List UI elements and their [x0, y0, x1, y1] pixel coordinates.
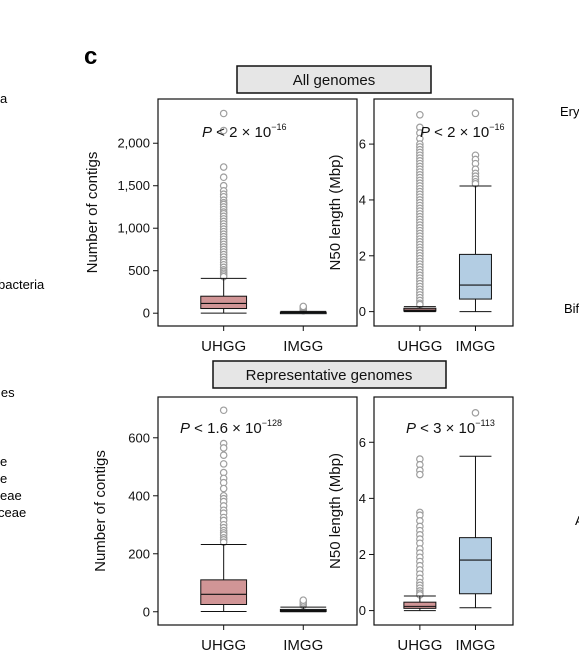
x-category-label: UHGG: [397, 637, 442, 654]
p-value-label: P < 3 × 10−113: [406, 418, 495, 437]
outlier-point: [219, 451, 228, 459]
edge-text-left-2: les: [0, 385, 15, 400]
box-imgg: [458, 409, 492, 609]
edge-text-left-3: e: [0, 454, 7, 469]
box-uhgg: [403, 110, 437, 313]
outlier-point: [219, 126, 228, 135]
y-axis-label: Number of contigs: [92, 450, 109, 572]
x-category-label: UHGG: [201, 338, 246, 355]
banner-representative-genomes: Representative genomes: [212, 360, 447, 389]
outlier-point: [219, 484, 228, 493]
y-tick-label: 2,000: [117, 136, 150, 151]
boxplot-3: 0 2 4 6 N50 length (Mbp) UHGG IMGG P < 3 × 10−1…: [327, 396, 514, 654]
edge-text-left-0: a: [0, 91, 8, 106]
y-tick-label: 500: [128, 263, 150, 278]
outlier-point: [471, 409, 480, 417]
box-uhgg: [200, 406, 248, 612]
iqr-box: [200, 579, 248, 606]
plot-frame: [373, 98, 514, 327]
box-uhgg: [200, 109, 248, 314]
outlier-point: [416, 470, 424, 479]
banner-all-genomes: All genomes: [236, 65, 432, 94]
outlier-point: [219, 406, 228, 415]
box-imgg: [279, 302, 327, 315]
y-axis-label: N50 length (Mbp): [327, 453, 344, 569]
p-value-label: P < 2 × 10−16: [202, 122, 287, 141]
p-value-label: P < 1.6 × 10−128: [180, 418, 282, 437]
box-imgg: [279, 596, 327, 613]
edge-text-left-4: e: [0, 471, 7, 486]
y-tick-label: 1,000: [117, 221, 150, 236]
iqr-box: [200, 295, 248, 310]
iqr-box: [403, 601, 437, 609]
p-value-label: P < 2 × 10−16: [420, 122, 505, 141]
y-axis-label: N50 length (Mbp): [327, 155, 344, 271]
outlier-point: [219, 173, 228, 182]
y-tick-label: 0: [143, 604, 150, 619]
edge-text-left-6: ceae: [0, 505, 26, 520]
y-tick-label: 2: [359, 547, 366, 562]
banner-box: [236, 65, 432, 94]
outlier-point: [299, 302, 308, 311]
outlier-point: [416, 110, 424, 119]
y-tick-label: 2: [359, 248, 366, 263]
x-category-label: IMGG: [455, 338, 495, 355]
x-category-label: IMGG: [455, 637, 495, 654]
boxplot-2: 0 200 400 600 Number of contigs UHGG IMGG P < 1…: [92, 396, 358, 654]
y-tick-label: 600: [128, 430, 150, 445]
y-axis-label: Number of contigs: [84, 152, 101, 274]
y-tick-label: 200: [128, 546, 150, 561]
y-tick-label: 0: [143, 306, 150, 321]
right-edge-text: Ery Bif A: [560, 104, 579, 528]
y-tick-label: 400: [128, 488, 150, 503]
y-tick-label: 0: [359, 304, 366, 319]
banner-label: Representative genomes: [246, 367, 413, 384]
edge-text-right-1: Bif: [564, 301, 579, 316]
boxplot-1: 0 2 4 6 N50 length (Mbp) UHGG IMGG P < 2 × 10−1…: [327, 98, 514, 355]
edge-text-left-1: bacteria: [0, 277, 45, 292]
iqr-box: [458, 253, 492, 300]
boxplot-0: 0 500 1,000 1,500 2,000 Number of contigs UHGG…: [84, 98, 358, 355]
banner-label: All genomes: [293, 72, 376, 89]
y-tick-label: 6: [359, 137, 366, 152]
y-tick-label: 1,500: [117, 178, 150, 193]
outlier-point: [471, 109, 480, 118]
left-edge-text: a bacteria les e e eae ceae: [0, 91, 45, 520]
edge-text-right-2: A: [575, 513, 579, 528]
y-tick-label: 0: [359, 603, 366, 618]
plot-frame: [157, 396, 358, 626]
x-category-label: UHGG: [397, 338, 442, 355]
boxplot-panels: 0 500 1,000 1,500 2,000 Number of contigs UHGG…: [84, 98, 514, 654]
plot-frame: [157, 98, 358, 327]
outlier-point: [219, 163, 228, 171]
x-category-label: IMGG: [283, 338, 323, 355]
x-category-label: IMGG: [283, 637, 323, 654]
outlier-point: [219, 444, 228, 452]
panel-letter: c: [84, 43, 97, 70]
edge-text-left-5: eae: [0, 488, 22, 503]
outlier-point: [219, 460, 228, 468]
box-uhgg: [403, 455, 437, 612]
iqr-box: [458, 537, 492, 595]
outlier-point: [219, 109, 228, 118]
y-tick-label: 4: [359, 491, 366, 506]
iqr-box: [403, 307, 437, 312]
box-imgg: [458, 109, 492, 313]
y-tick-label: 6: [359, 435, 366, 450]
banner-box: [212, 360, 447, 389]
outlier-point: [299, 596, 308, 604]
y-tick-label: 4: [359, 192, 366, 207]
plot-frame: [373, 396, 514, 626]
x-category-label: UHGG: [201, 637, 246, 654]
edge-text-right-0: Ery: [560, 104, 579, 119]
